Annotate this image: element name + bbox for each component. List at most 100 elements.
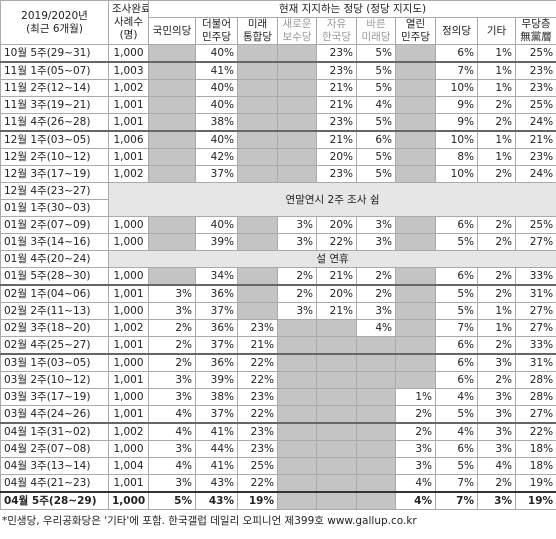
empty-cell (237, 216, 278, 234)
value-cell: 37% (195, 165, 238, 183)
party-header: 더불어 민주당 (195, 17, 238, 45)
empty-cell (356, 422, 396, 441)
value-cell: 19% (514, 491, 556, 510)
value-cell: 4% (148, 422, 196, 441)
value-cell: 3% (395, 440, 436, 458)
data-row: 03월 4주(24~26) 1,001 4% 37% 22% 2% 5% 3% 27% (0, 405, 556, 424)
value-cell: 5% (356, 113, 396, 132)
empty-cell (237, 44, 278, 63)
value-cell: 40% (195, 44, 238, 63)
value-cell: 41% (195, 61, 238, 80)
value-cell: 4% (435, 422, 478, 441)
data-row: 10월 5주(29~31) 1,000 40% 23% 5% 6% 1% 25% (0, 44, 556, 63)
value-cell: 23% (514, 79, 556, 97)
value-cell: 1% (477, 79, 516, 97)
empty-cell (316, 353, 357, 372)
value-cell: 44% (195, 440, 238, 458)
value-cell: 5% (356, 44, 396, 63)
empty-cell (356, 405, 396, 424)
value-cell: 6% (435, 353, 478, 372)
header-line: (명) (119, 29, 138, 41)
value-cell: 2% (477, 371, 516, 389)
period-cell: 02월 2주(11~13) (0, 302, 109, 320)
value-cell: 2% (477, 267, 516, 286)
value-cell: 4% (148, 457, 196, 475)
header-line: 미래당 (361, 31, 391, 43)
value-cell: 4% (395, 491, 436, 510)
data-row: 01월 5주(28~30) 1,000 34% 2% 21% 2% 6% 2% 33% (0, 267, 556, 286)
value-cell: 41% (195, 457, 238, 475)
value-cell: 3% (148, 440, 196, 458)
value-cell: 3% (277, 233, 317, 251)
empty-cell (277, 96, 317, 114)
header-line: 정의당 (442, 24, 471, 37)
data-row: 04월 5주(28~29) 1,000 5% 43% 19% 4% 7% 3% 19% (0, 491, 556, 510)
empty-cell (395, 216, 436, 234)
value-cell: 20% (316, 216, 357, 234)
value-cell: 10% (435, 165, 478, 183)
note-cell: 연말연시 2주 조사 쉼 (107, 182, 556, 217)
value-cell: 3% (477, 353, 516, 372)
header-line: 조사완료 (112, 3, 149, 15)
value-cell: 3% (477, 388, 516, 406)
n-cell: 1,004 (108, 457, 149, 475)
value-cell: 21% (514, 130, 556, 149)
empty-cell (277, 336, 317, 355)
header-line: 기타 (486, 24, 507, 37)
empty-cell (237, 165, 278, 183)
value-cell: 4% (148, 405, 196, 424)
value-cell: 43% (195, 491, 238, 510)
value-cell: 3% (148, 284, 196, 303)
value-cell: 23% (514, 61, 556, 80)
empty-cell (395, 233, 436, 251)
empty-cell (237, 148, 278, 166)
value-cell: 23% (237, 388, 278, 406)
empty-cell (277, 405, 317, 424)
value-cell: 1% (477, 302, 516, 320)
empty-cell (277, 388, 317, 406)
value-cell: 21% (316, 130, 357, 149)
value-cell: 18% (514, 440, 556, 458)
value-cell: 9% (435, 113, 478, 132)
party-header: 바른 미래당 (356, 17, 396, 45)
value-cell: 1% (477, 61, 516, 80)
empty-cell (148, 165, 196, 183)
empty-cell (356, 457, 396, 475)
empty-cell (237, 284, 278, 303)
period-cell: 12월 1주(03~05) (0, 130, 109, 149)
empty-cell (316, 491, 357, 510)
value-cell: 5% (435, 233, 478, 251)
poll-table: 2019/2020년 (최근 6개월) 조사완료 사례수 (명) 현재 지지하는 정당 (… (0, 0, 556, 510)
value-cell: 36% (195, 353, 238, 372)
party-header: 국민의당 (148, 17, 196, 45)
empty-cell (237, 233, 278, 251)
value-cell: 2% (477, 96, 516, 114)
value-cell: 6% (435, 216, 478, 234)
header-line: 보수당 (282, 31, 312, 43)
empty-cell (316, 422, 357, 441)
value-cell: 37% (195, 302, 238, 320)
n-cell: 1,000 (108, 216, 149, 234)
header-row: 국민의당 더불어 민주당 미래 통합당 새로운 보수당 자유 한국당 바른 미래당 열린 민주당 정의당 기… (1, 17, 556, 45)
value-cell: 28% (514, 371, 556, 389)
empty-cell (395, 130, 436, 149)
period-cell: 01월 4주(20~24) (0, 250, 109, 268)
empty-cell (356, 440, 396, 458)
value-cell: 6% (435, 440, 478, 458)
empty-cell (148, 233, 196, 251)
value-cell: 5% (435, 302, 478, 320)
value-cell: 24% (514, 113, 556, 132)
empty-cell (148, 216, 196, 234)
header-line: 통합당 (243, 31, 272, 43)
n-header: 조사완료 사례수 (명) (108, 0, 149, 45)
footnote: *민생당, 우리공화당은 '기타'에 포함. 한국갤럽 데일리 오피니언 제39… (2, 515, 417, 527)
data-row: 11월 3주(19~21) 1,001 40% 21% 4% 9% 2% 25% (0, 96, 556, 114)
value-cell: 34% (195, 267, 238, 286)
value-cell: 4% (477, 457, 516, 475)
period-header: 2019/2020년 (최근 6개월) (0, 0, 109, 45)
n-cell: 1,002 (108, 319, 149, 337)
value-cell: 22% (316, 233, 357, 251)
value-cell: 18% (514, 457, 556, 475)
data-row: 03월 3주(17~19) 1,000 3% 38% 23% 1% 4% 3% 28% (0, 388, 556, 406)
header-line: 미래 (247, 18, 268, 31)
